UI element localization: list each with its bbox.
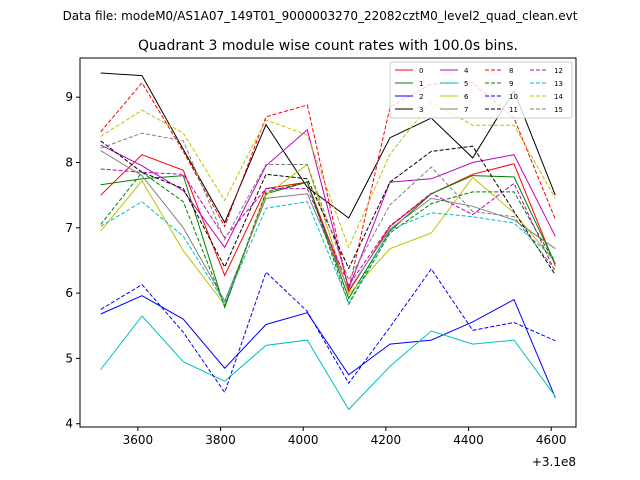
legend-label-6: 6: [464, 93, 469, 101]
x-tick-label: 4600: [536, 433, 567, 447]
series-line-6: [100, 163, 556, 306]
axes-frame: [79, 57, 577, 428]
legend-label-12: 12: [554, 67, 563, 75]
series-line-10: [100, 268, 556, 394]
legend-label-11: 11: [509, 106, 518, 114]
series-line-5: [100, 315, 556, 411]
chart-suptitle: Data file: modeM0/AS1A07_149T01_90000032…: [63, 9, 578, 23]
y-tick-label: 5: [65, 351, 73, 365]
series-line-3: [100, 72, 556, 224]
y-tick-label: 7: [65, 221, 73, 235]
y-tick-label: 8: [65, 155, 73, 169]
series-line-12: [100, 168, 556, 287]
legend-label-14: 14: [554, 93, 563, 101]
y-tick-label: 6: [65, 286, 73, 300]
x-tick-label: 4200: [371, 433, 402, 447]
x-tick-label: 3600: [123, 433, 154, 447]
x-tick-label: 3800: [205, 433, 236, 447]
legend-label-8: 8: [509, 67, 513, 75]
x-offset-label: +3.1e8: [532, 455, 576, 469]
series-line-0: [100, 154, 556, 293]
legend-label-7: 7: [464, 106, 468, 114]
x-tick-label: 4000: [288, 433, 319, 447]
x-tick-label: 4400: [453, 433, 484, 447]
series-line-14: [100, 101, 556, 249]
legend-label-4: 4: [464, 67, 469, 75]
legend-label-9: 9: [509, 80, 513, 88]
y-tick-label: 4: [65, 417, 73, 431]
chart-title: Quadrant 3 module wise count rates with …: [138, 38, 518, 54]
series-line-13: [100, 201, 556, 305]
legend-label-10: 10: [509, 93, 518, 101]
legend-label-1: 1: [419, 80, 423, 88]
series-line-9: [100, 171, 556, 308]
series-line-15: [100, 132, 556, 282]
legend-frame: [389, 61, 573, 119]
series-line-4: [100, 128, 556, 291]
series-line-1: [100, 175, 556, 310]
legend-label-2: 2: [419, 93, 423, 101]
plot-area: 3600 3800 4000 4200 4400 46004567890123456789…: [65, 57, 577, 447]
y-tick-label: 9: [65, 90, 73, 104]
legend-label-13: 13: [554, 80, 563, 88]
legend-label-3: 3: [419, 106, 423, 114]
series-line-2: [100, 295, 556, 398]
legend-label-0: 0: [419, 67, 423, 75]
legend-label-5: 5: [464, 80, 468, 88]
legend-label-15: 15: [554, 106, 563, 114]
